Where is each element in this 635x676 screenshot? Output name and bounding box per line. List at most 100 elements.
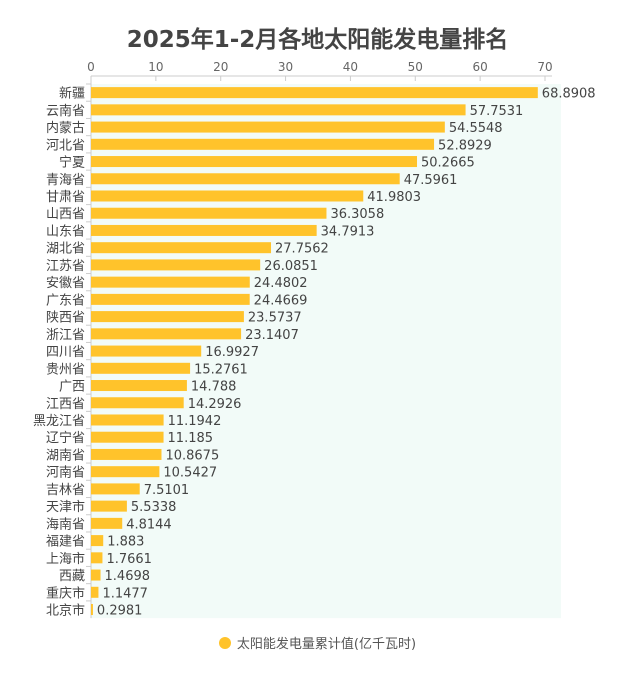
bar	[91, 362, 191, 374]
x-tick-label: 0	[87, 60, 95, 74]
bar	[91, 104, 466, 116]
x-tick-label: 70	[537, 60, 552, 74]
category-label: 天津市	[46, 499, 85, 515]
bar	[91, 138, 435, 150]
bar	[91, 242, 272, 254]
data-label: 23.1407	[245, 328, 299, 343]
bar	[91, 311, 244, 323]
data-label: 54.5548	[449, 121, 503, 136]
bar	[91, 397, 184, 409]
bar	[91, 259, 261, 271]
category-label: 浙江省	[46, 328, 85, 343]
category-label: 山东省	[46, 224, 85, 239]
category-label: 海南省	[46, 516, 85, 532]
data-label: 41.9803	[367, 190, 421, 205]
legend[interactable]: 太阳能发电量累计值(亿千瓦时)	[0, 633, 635, 652]
category-label: 云南省	[46, 103, 85, 119]
category-label: 甘肃省	[46, 190, 85, 205]
data-label: 1.883	[107, 535, 144, 550]
data-label: 10.8675	[165, 448, 219, 463]
category-label: 山西省	[46, 207, 85, 222]
bar	[91, 483, 140, 495]
bar	[91, 448, 162, 460]
data-label: 50.2665	[421, 156, 475, 171]
x-tick-label: 50	[408, 60, 423, 74]
bar	[91, 535, 104, 547]
x-tick-label: 10	[148, 60, 163, 74]
bar	[91, 224, 317, 236]
bar	[91, 345, 202, 357]
bar	[91, 328, 242, 340]
category-label: 吉林省	[46, 483, 85, 498]
category-label: 河南省	[46, 465, 85, 481]
category-label: 广东省	[46, 293, 85, 308]
data-label: 34.7913	[321, 224, 375, 239]
category-label: 湖北省	[46, 242, 85, 257]
data-label: 15.2761	[194, 362, 248, 377]
bar	[91, 466, 160, 478]
category-label: 江苏省	[46, 258, 85, 274]
data-label: 47.5961	[404, 173, 458, 188]
data-label: 14.2926	[188, 397, 242, 412]
category-label: 福建省	[46, 535, 85, 550]
category-label: 安徽省	[46, 276, 85, 291]
category-label: 湖南省	[46, 447, 85, 463]
data-label: 1.4698	[105, 569, 151, 584]
bar	[91, 190, 364, 202]
bar	[91, 173, 400, 185]
data-label: 1.7661	[106, 552, 152, 567]
data-label: 14.788	[191, 380, 237, 395]
legend-label: 太阳能发电量累计值(亿千瓦时)	[236, 637, 417, 652]
category-label: 西藏	[59, 569, 85, 584]
category-label: 江西省	[46, 397, 85, 412]
bar	[91, 431, 164, 443]
chart-title: 2025年1-2月各地太阳能发电量排名	[126, 27, 509, 53]
category-label: 青海省	[46, 173, 85, 188]
data-label: 16.9927	[205, 345, 259, 360]
data-label: 5.5338	[131, 500, 177, 515]
category-label: 广西	[59, 380, 85, 395]
data-label: 26.0851	[264, 259, 318, 274]
bar	[91, 121, 445, 133]
data-label: 4.8144	[126, 517, 172, 532]
bar	[91, 207, 327, 219]
bar	[91, 87, 538, 99]
category-label: 上海市	[46, 551, 85, 567]
category-label: 河北省	[46, 138, 85, 153]
data-label: 11.1942	[168, 414, 222, 429]
data-label: 7.5101	[144, 483, 190, 498]
category-label: 宁夏	[59, 155, 85, 171]
data-label: 24.4802	[254, 276, 308, 291]
data-label: 24.4669	[254, 293, 308, 308]
bar	[91, 414, 164, 426]
x-tick-label: 60	[473, 60, 488, 74]
x-tick-label: 40	[343, 60, 358, 74]
x-tick-label: 30	[278, 60, 293, 74]
bar	[91, 276, 250, 288]
data-label: 36.3058	[330, 207, 384, 222]
data-label: 68.8908	[542, 87, 596, 102]
category-label: 陕西省	[46, 311, 85, 326]
category-label: 重庆市	[46, 585, 85, 601]
bar	[91, 517, 123, 529]
bar	[91, 586, 99, 598]
data-label: 57.7531	[470, 104, 524, 119]
category-label: 北京市	[46, 603, 85, 619]
bar	[91, 604, 93, 616]
category-label: 四川省	[46, 345, 85, 360]
category-label: 辽宁省	[46, 430, 85, 446]
bar	[91, 569, 101, 581]
category-label: 新疆	[59, 86, 85, 102]
x-tick-label: 20	[213, 60, 228, 74]
category-label: 内蒙古	[46, 120, 85, 136]
data-label: 0.2981	[97, 604, 142, 619]
data-label: 27.7562	[275, 242, 329, 257]
bar	[91, 500, 127, 512]
data-label: 10.5427	[163, 466, 217, 481]
data-label: 1.1477	[102, 586, 148, 601]
bar	[91, 293, 250, 305]
category-label: 贵州省	[46, 362, 85, 377]
data-label: 52.8929	[438, 138, 492, 153]
